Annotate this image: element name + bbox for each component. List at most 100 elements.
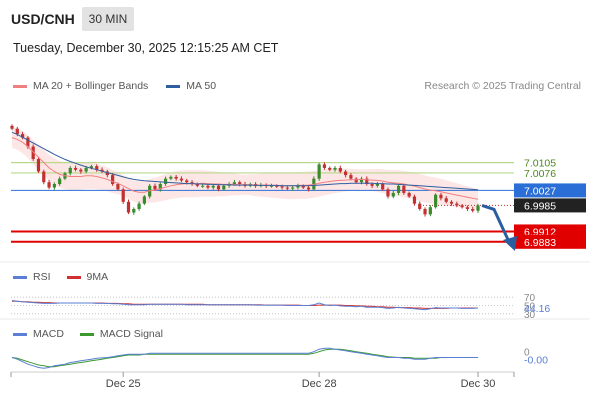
candle-body [73, 167, 78, 170]
candle-body [20, 134, 25, 138]
candle-body [444, 198, 448, 202]
candles-group [10, 124, 480, 217]
candle-body [111, 175, 115, 184]
bollinger-band [12, 127, 478, 210]
candle-body [354, 178, 358, 183]
candle-body [206, 185, 210, 188]
candle-body [105, 171, 109, 176]
x-axis-tick-label: Dec 30 [461, 378, 496, 390]
macd-line [11, 347, 478, 369]
credit-label: Research © 2025 Trading Central [424, 80, 581, 92]
candle-body [285, 187, 289, 189]
candle-body [58, 178, 62, 184]
rsi-ma-swatch [66, 275, 81, 279]
rsi-legend-label: RSI [33, 271, 51, 283]
resistance-label: 7.0105 [524, 158, 556, 170]
candle-body [52, 184, 56, 188]
candle-body [338, 167, 342, 172]
pivot-label: 7.0027 [524, 185, 556, 197]
candle-body [296, 185, 300, 188]
rsi-swatch [13, 275, 27, 279]
candle-body [328, 167, 332, 170]
x-axis-tick-label: Dec 28 [302, 378, 337, 390]
symbol-title: USD/CNH [11, 11, 75, 27]
candle-body [169, 176, 173, 179]
candle-body [423, 208, 427, 215]
candle-body [317, 164, 321, 179]
macd-level-label: 0 [524, 348, 530, 359]
x-axis-tick-label: Dec 25 [106, 378, 141, 390]
forecast-arrow-head [503, 236, 517, 251]
candle-body [158, 184, 162, 190]
candle-body [476, 205, 480, 211]
candle-body [132, 208, 136, 213]
candle-body [333, 167, 337, 170]
candle-body [449, 201, 454, 204]
macd-signal-swatch [79, 332, 94, 336]
candle-body [344, 171, 348, 176]
macd-last-value: -0.00 [524, 355, 548, 367]
rsi-level-label: 70 [524, 293, 536, 304]
macd-legend-label: MACD [33, 328, 64, 340]
candle-body [418, 203, 422, 209]
candle-body [137, 203, 141, 209]
candle-body [238, 182, 242, 184]
candle-body [301, 185, 305, 188]
candle-body [375, 184, 379, 186]
candle-body [402, 185, 406, 193]
candle-body [370, 184, 374, 186]
candle-body [174, 176, 178, 179]
price-legend: MA 20 + Bollinger Bands MA 50 [13, 80, 216, 92]
candle-body [471, 208, 475, 211]
datetime-label: Tuesday, December 30, 2025 12:15:25 AM C… [13, 41, 279, 55]
candle-body [291, 187, 295, 189]
rsi-line [11, 300, 479, 311]
last-price-label: 6.9985 [524, 200, 556, 212]
resistance-label: 7.0076 [524, 168, 556, 180]
candle-body [121, 189, 125, 202]
candle-body [396, 185, 401, 193]
candle-body [434, 194, 438, 208]
rsi-ma-legend-label: 9MA [86, 271, 109, 283]
candle-body [42, 171, 46, 183]
last-price-label-bg [514, 198, 586, 213]
timeframe-button[interactable]: 30 MIN [82, 7, 134, 31]
candle-body [31, 146, 35, 160]
rsi-level-label: 50 [524, 302, 536, 313]
candle-body [428, 207, 432, 215]
candle-body [211, 185, 215, 188]
candle-body [163, 178, 168, 184]
rsi-level-label: 30 [524, 310, 536, 321]
candle-body [100, 169, 104, 172]
candle-body [201, 185, 205, 187]
candle-body [89, 166, 94, 168]
candle-body [10, 125, 14, 129]
ma20-legend-label: MA 20 + Bollinger Bands [33, 80, 149, 92]
forecast-arrow [481, 203, 512, 245]
candle-body [68, 167, 72, 174]
candle-body [275, 185, 279, 187]
candle-body [79, 169, 83, 172]
candle-body [153, 185, 157, 190]
candle-body [455, 203, 459, 206]
candle-body [222, 185, 226, 190]
candle-body [185, 180, 189, 183]
candle-body [359, 178, 364, 183]
candle-body [195, 184, 199, 186]
ma20-swatch [13, 84, 27, 88]
candle-body [465, 207, 470, 209]
candle-body [84, 167, 88, 172]
candle-body [126, 201, 131, 213]
candle-body [439, 194, 443, 199]
macd-swatch [13, 332, 27, 336]
support-label-bg [514, 234, 586, 249]
candle-body [349, 175, 353, 179]
rsi-legend: RSI 9MA [13, 271, 108, 283]
candle-body [36, 159, 41, 172]
ma50-swatch [166, 84, 181, 88]
candle-body [407, 192, 411, 197]
rsi-last-value: 44.16 [524, 303, 550, 315]
candle-body [116, 184, 120, 190]
candle-body [391, 192, 395, 197]
support-label: 6.9883 [524, 237, 556, 249]
